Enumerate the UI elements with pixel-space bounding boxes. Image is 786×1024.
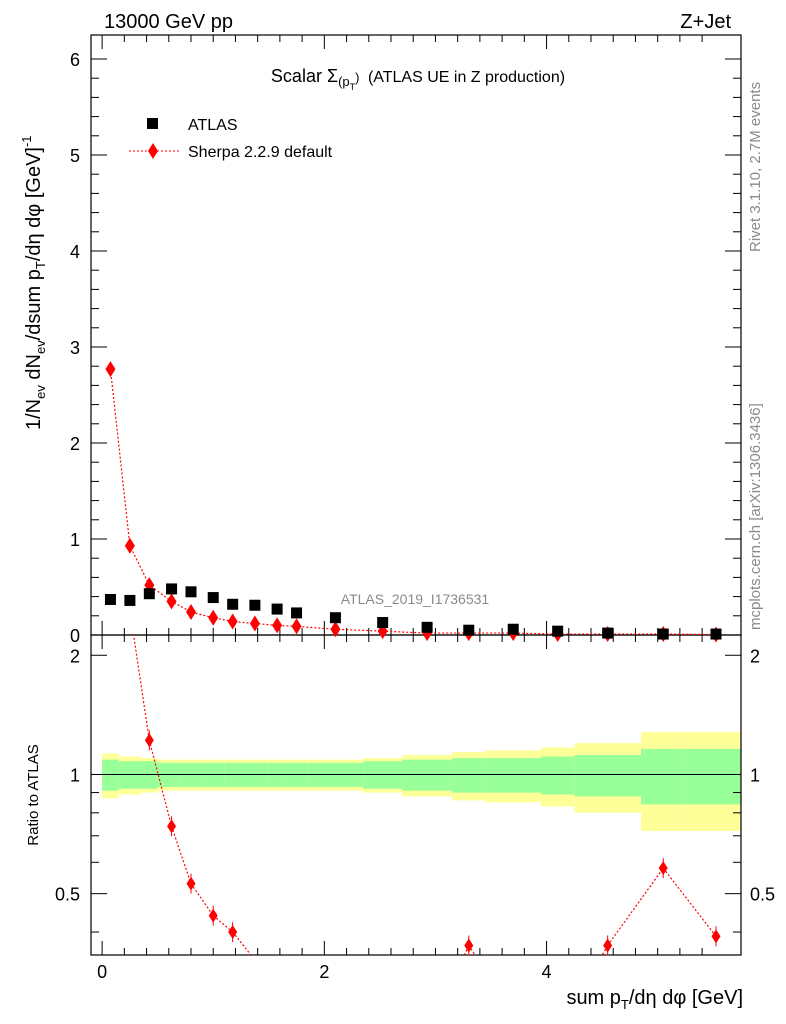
band-inner-bin [452, 758, 486, 793]
band-inner-bin [363, 761, 403, 789]
mc-point [272, 617, 283, 634]
ratio-mc-series [132, 635, 721, 956]
mc-line-ratio-segment [607, 867, 664, 946]
axis-ticks [91, 35, 741, 955]
mc-point [105, 361, 116, 378]
band-inner-bin [102, 759, 119, 791]
band-inner-bin [574, 754, 641, 797]
main-title: Scalar Σ(pT) (ATLAS UE in Z production) [271, 66, 565, 92]
band-inner-bin [685, 748, 741, 805]
y-tick-label-ratio-right: 2 [750, 646, 760, 666]
y-tick-label-main: 6 [70, 50, 80, 70]
y-tick-label-main: 5 [70, 146, 80, 166]
y-tick-label-main: 1 [70, 530, 80, 550]
y-tick-label-main: 0 [70, 626, 80, 646]
band-inner-bin [641, 748, 686, 805]
mc-ratio-point [167, 819, 177, 834]
side-text-upper: Rivet 3.1.10, 2.7M events [747, 82, 764, 252]
mc-point [227, 613, 238, 630]
data-point [166, 583, 178, 595]
mc-line-ratio-segment [132, 635, 150, 741]
band-inner-bin [141, 761, 158, 789]
mc-point [124, 537, 135, 554]
main-y-axis-label: 1/Nev dNev/dsum pT/dη dφ [GeV]-1 [19, 135, 48, 430]
x-axis-label: sum pT/dη dφ [GeV] [566, 987, 743, 1012]
y-tick-label-ratio-right: 1 [750, 765, 760, 785]
analysis-watermark: ATLAS_2019_I1736531 [341, 591, 490, 607]
y-tick-label-ratio-left: 1 [70, 765, 80, 785]
data-point [552, 625, 564, 637]
mc-ratio-point [711, 929, 721, 944]
data-point [271, 603, 283, 615]
mc-ratio-point [658, 861, 668, 876]
x-tick-label: 2 [319, 962, 329, 982]
legend-marker-atlas [147, 118, 158, 129]
data-point [657, 628, 669, 640]
data-point [463, 624, 475, 636]
x-tick-label: 0 [97, 962, 107, 982]
ratio-uncertainty-bands [91, 732, 741, 831]
mc-line-ratio-segment [463, 945, 470, 955]
header-left: 13000 GeV pp [104, 11, 233, 33]
mc-line-ratio-segment [148, 740, 173, 827]
x-tick-label: 4 [542, 962, 552, 982]
band-inner-bin [485, 758, 541, 793]
mc-point [208, 609, 219, 626]
mc-ratio-point [144, 733, 154, 748]
mc-ratio-point [464, 938, 474, 953]
legend-label-atlas: ATLAS [188, 117, 238, 134]
y-tick-label-main: 2 [70, 434, 80, 454]
mc-point [291, 618, 302, 635]
header-right: Z+Jet [680, 11, 731, 33]
mc-ratio-point [208, 908, 218, 923]
data-point [124, 594, 136, 606]
mc-line-ratio-segment [170, 826, 192, 884]
data-point [421, 621, 433, 633]
mc-line-ratio-segment [601, 945, 609, 955]
mc-line-ratio-segment [190, 883, 214, 916]
data-point [602, 627, 614, 639]
y-tick-label-main: 4 [70, 242, 80, 262]
ratio-panel-frame [90, 634, 742, 956]
legend-marker-mc [148, 143, 158, 159]
data-point [143, 588, 155, 600]
mc-point [249, 615, 260, 632]
legend-label-mc: Sherpa 2.2.9 default [188, 144, 333, 161]
data-point [710, 628, 722, 640]
data-point [329, 612, 341, 624]
mc-ratio-point [186, 876, 196, 891]
mc-point [166, 593, 177, 610]
data-point [104, 593, 116, 605]
data-point [507, 623, 519, 635]
mc-line-ratio-segment [662, 867, 717, 937]
mc-ratio-point [603, 938, 613, 953]
ratio-y-axis-label: Ratio to ATLAS [25, 744, 42, 845]
mc-line-ratio-segment [232, 931, 252, 955]
y-tick-label-ratio-left: 0.5 [55, 885, 80, 905]
main-data-series [104, 583, 722, 640]
side-text-lower: mcplots.cern.ch [arXiv:1306.3436] [747, 403, 764, 630]
data-point [227, 598, 239, 610]
data-point [291, 607, 303, 619]
mc-line-ratio-segment [212, 915, 234, 933]
band-inner-bin [402, 759, 453, 791]
data-point [249, 599, 261, 611]
y-tick-label-ratio-right: 0.5 [750, 885, 775, 905]
band-inner-bin [118, 761, 141, 789]
mc-point [186, 603, 196, 620]
data-point [185, 586, 197, 598]
mc-ratio-point [228, 925, 238, 940]
data-point [207, 592, 219, 604]
mc-point [330, 621, 341, 638]
band-inner-bin [541, 756, 575, 795]
y-tick-label-main: 3 [70, 338, 80, 358]
y-tick-label-ratio-left: 2 [70, 646, 80, 666]
legend: ATLAS Sherpa 2.2.9 default [129, 117, 333, 161]
data-point [377, 617, 389, 629]
